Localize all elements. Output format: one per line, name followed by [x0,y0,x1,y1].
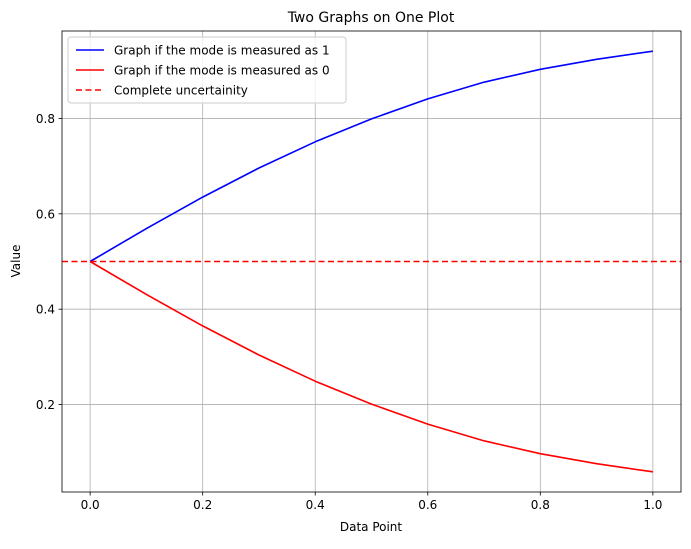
chart-title: Two Graphs on One Plot [287,10,455,26]
plot-frame [61,30,682,493]
legend-label-2: Complete uncertainity [114,84,248,98]
series-line-1 [89,260,653,473]
x-tick-label: 0.0 [81,498,100,512]
x-tick-label: 0.2 [193,498,212,512]
x-axis-label: Data Point [340,520,403,534]
x-tick-label: 0.4 [306,498,325,512]
x-tick-label: 0.8 [531,498,550,512]
y-tick-label: 0.4 [36,303,55,317]
legend: Graph if the mode is measured as 1 Graph … [67,36,347,104]
y-tick-label: 0.6 [36,207,55,221]
series-layer [62,50,681,473]
y-axis-label: Value [9,245,23,278]
series-line-0 [89,50,653,263]
x-tick-label: 0.6 [418,498,437,512]
y-tick-label: 0.8 [36,112,55,126]
legend-box [67,36,347,104]
legend-label-0: Graph if the mode is measured as 1 [114,44,330,58]
legend-label-1: Graph if the mode is measured as 0 [114,64,330,78]
y-tick-label: 0.2 [36,398,55,412]
tick-layer: 0.0 0.2 0.4 0.6 0.8 1.0 0.2 0.4 0.6 0.8 [36,112,663,512]
x-tick-label: 1.0 [643,498,662,512]
